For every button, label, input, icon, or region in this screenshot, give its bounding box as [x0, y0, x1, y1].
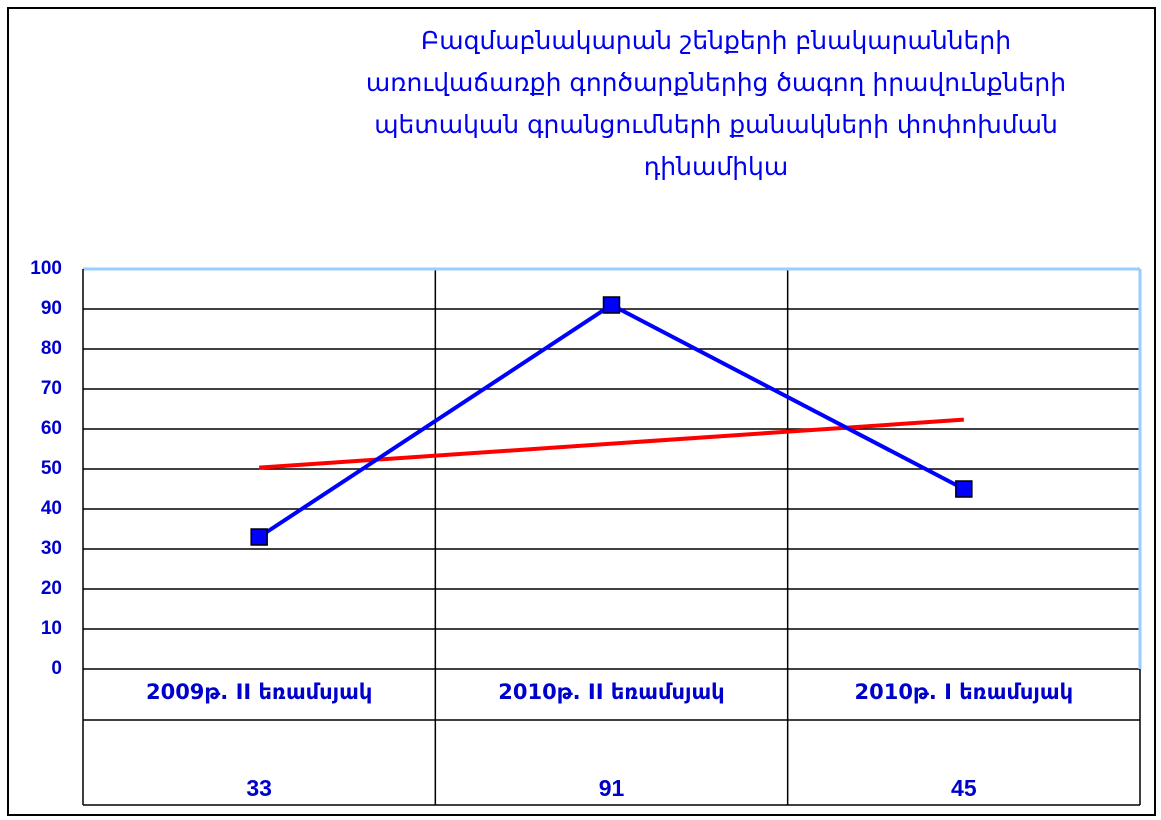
y-tick-label: 0 [51, 658, 62, 679]
y-tick-label: 90 [41, 298, 62, 319]
marker [602, 296, 621, 314]
y-tick-label: 40 [41, 498, 62, 519]
y-tick-label: 80 [41, 338, 62, 359]
y-tick-label: 60 [41, 418, 62, 439]
data-line [258, 302, 965, 539]
y-tick-label: 70 [41, 378, 62, 399]
marker [250, 528, 268, 546]
x-tick-label: 2010թ. I եռամսյակ [855, 680, 1074, 704]
chart-title: պետական գրանցումների քանակների փոփոխման [374, 110, 1058, 139]
marker [955, 480, 973, 498]
y-tick-label: 10 [41, 618, 62, 639]
chart-title: Բազմաբնակարան շենքերի բնակարանների [421, 26, 1011, 55]
y-tick-label: 20 [41, 578, 62, 599]
trend-line [259, 417, 964, 470]
chart-title: առուվաճառքի գործարքներից ծագող իրավունքն… [366, 68, 1066, 97]
x-tick-label: 2010թ. II եռամսյակ [498, 680, 724, 704]
frame [7, 7, 1156, 816]
table-value: 33 [246, 775, 272, 801]
chart-title: դինամիկա [644, 152, 789, 181]
y-tick-label: 100 [30, 258, 62, 279]
table-value: 45 [951, 775, 977, 801]
y-tick-label: 50 [41, 458, 62, 479]
x-tick-label: 2009թ. II եռամսյակ [146, 680, 372, 704]
y-tick-label: 30 [41, 538, 62, 559]
table-value: 91 [599, 775, 625, 801]
